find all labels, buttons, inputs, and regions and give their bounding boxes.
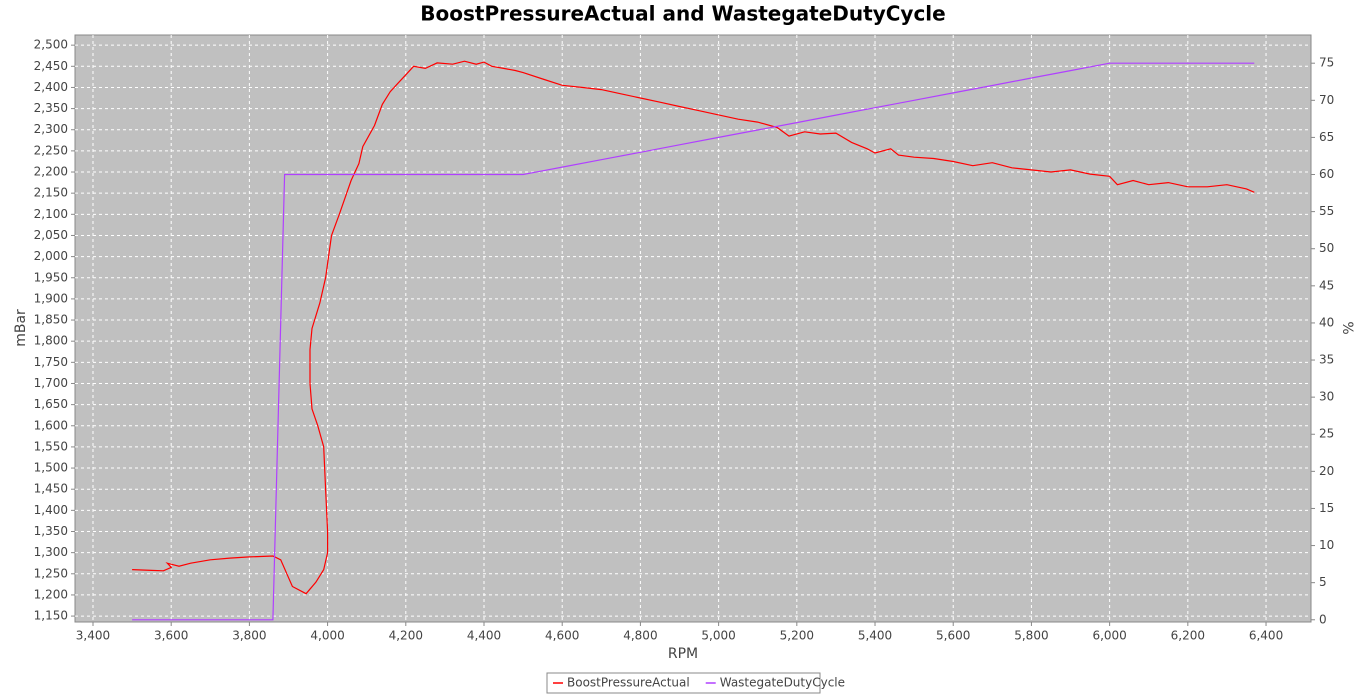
- y2-tick-label: 70: [1319, 93, 1334, 107]
- y-tick-label: 2,450: [34, 59, 68, 73]
- legend-label: WastegateDutyCycle: [720, 676, 845, 690]
- x-tick-label: 3,400: [76, 629, 110, 643]
- line-series: [132, 62, 1255, 621]
- y-tick-label: 1,550: [34, 439, 68, 453]
- y-tick-label: 2,500: [34, 38, 68, 52]
- x-tick-label: 3,800: [232, 629, 266, 643]
- x-tick-label: 4,000: [310, 629, 344, 643]
- y-tick-label: 1,850: [34, 313, 68, 327]
- x-tick-label: 4,200: [389, 629, 423, 643]
- y2-axis-label: %: [1339, 321, 1355, 334]
- x-tick-label: 5,200: [780, 629, 814, 643]
- plot-area: [74, 34, 1312, 623]
- line-series: [132, 60, 1255, 595]
- y-tick-label: 1,250: [34, 566, 68, 580]
- y-tick-label: 1,750: [34, 355, 68, 369]
- x-tick-label: 5,000: [701, 629, 735, 643]
- y-tick-label: 2,100: [34, 207, 68, 221]
- y-tick-label: 2,400: [34, 80, 68, 94]
- y2-tick-label: 40: [1319, 315, 1334, 329]
- legend: [546, 672, 821, 694]
- x-tick-label: 4,800: [623, 629, 657, 643]
- y-tick-label: 1,350: [34, 524, 68, 538]
- x-tick-label: 4,400: [467, 629, 501, 643]
- y-tick-label: 2,300: [34, 122, 68, 136]
- y-tick-label: 1,700: [34, 376, 68, 390]
- chart-title: BoostPressureActual and WastegateDutyCyc…: [420, 2, 945, 26]
- y2-tick-label: 20: [1319, 464, 1334, 478]
- y-tick-label: 2,150: [34, 186, 68, 200]
- y-tick-label: 2,350: [34, 101, 68, 115]
- y-tick-label: 2,050: [34, 228, 68, 242]
- y-tick-label: 1,500: [34, 461, 68, 475]
- y-axis-label: mBar: [13, 309, 29, 347]
- y-tick-label: 1,200: [34, 587, 68, 601]
- x-tick-label: 6,400: [1249, 629, 1283, 643]
- x-tick-label: 5,800: [1014, 629, 1048, 643]
- y2-tick-label: 60: [1319, 167, 1334, 181]
- y-tick-label: 1,450: [34, 482, 68, 496]
- y-tick-label: 1,800: [34, 334, 68, 348]
- y-tick-label: 2,250: [34, 143, 68, 157]
- y-tick-label: 2,200: [34, 165, 68, 179]
- y2-tick-label: 15: [1319, 501, 1334, 515]
- x-tick-label: 4,600: [545, 629, 579, 643]
- legend-label: BoostPressureActual: [567, 676, 690, 690]
- x-tick-label: 6,000: [1092, 629, 1126, 643]
- x-axis-label: RPM: [668, 646, 698, 662]
- y2-tick-label: 50: [1319, 241, 1334, 255]
- x-tick-label: 6,200: [1171, 629, 1205, 643]
- x-tick-label: 5,600: [936, 629, 970, 643]
- y2-tick-label: 10: [1319, 538, 1334, 552]
- x-tick-label: 5,400: [858, 629, 892, 643]
- y-tick-label: 1,600: [34, 418, 68, 432]
- y2-tick-label: 45: [1319, 278, 1334, 292]
- y2-tick-label: 0: [1319, 612, 1327, 626]
- y2-tick-label: 55: [1319, 204, 1334, 218]
- x-tick-label: 3,600: [154, 629, 188, 643]
- y-tick-label: 1,150: [34, 609, 68, 623]
- y-tick-label: 1,900: [34, 291, 68, 305]
- y2-tick-label: 35: [1319, 353, 1334, 367]
- y2-tick-label: 30: [1319, 390, 1334, 404]
- y2-tick-label: 5: [1319, 575, 1327, 589]
- y-tick-label: 1,950: [34, 270, 68, 284]
- y-tick-label: 1,400: [34, 503, 68, 517]
- y2-tick-label: 25: [1319, 427, 1334, 441]
- y2-tick-label: 65: [1319, 130, 1334, 144]
- y-tick-label: 1,300: [34, 545, 68, 559]
- y2-tick-label: 75: [1319, 56, 1334, 70]
- y-tick-label: 2,000: [34, 249, 68, 263]
- y-tick-label: 1,650: [34, 397, 68, 411]
